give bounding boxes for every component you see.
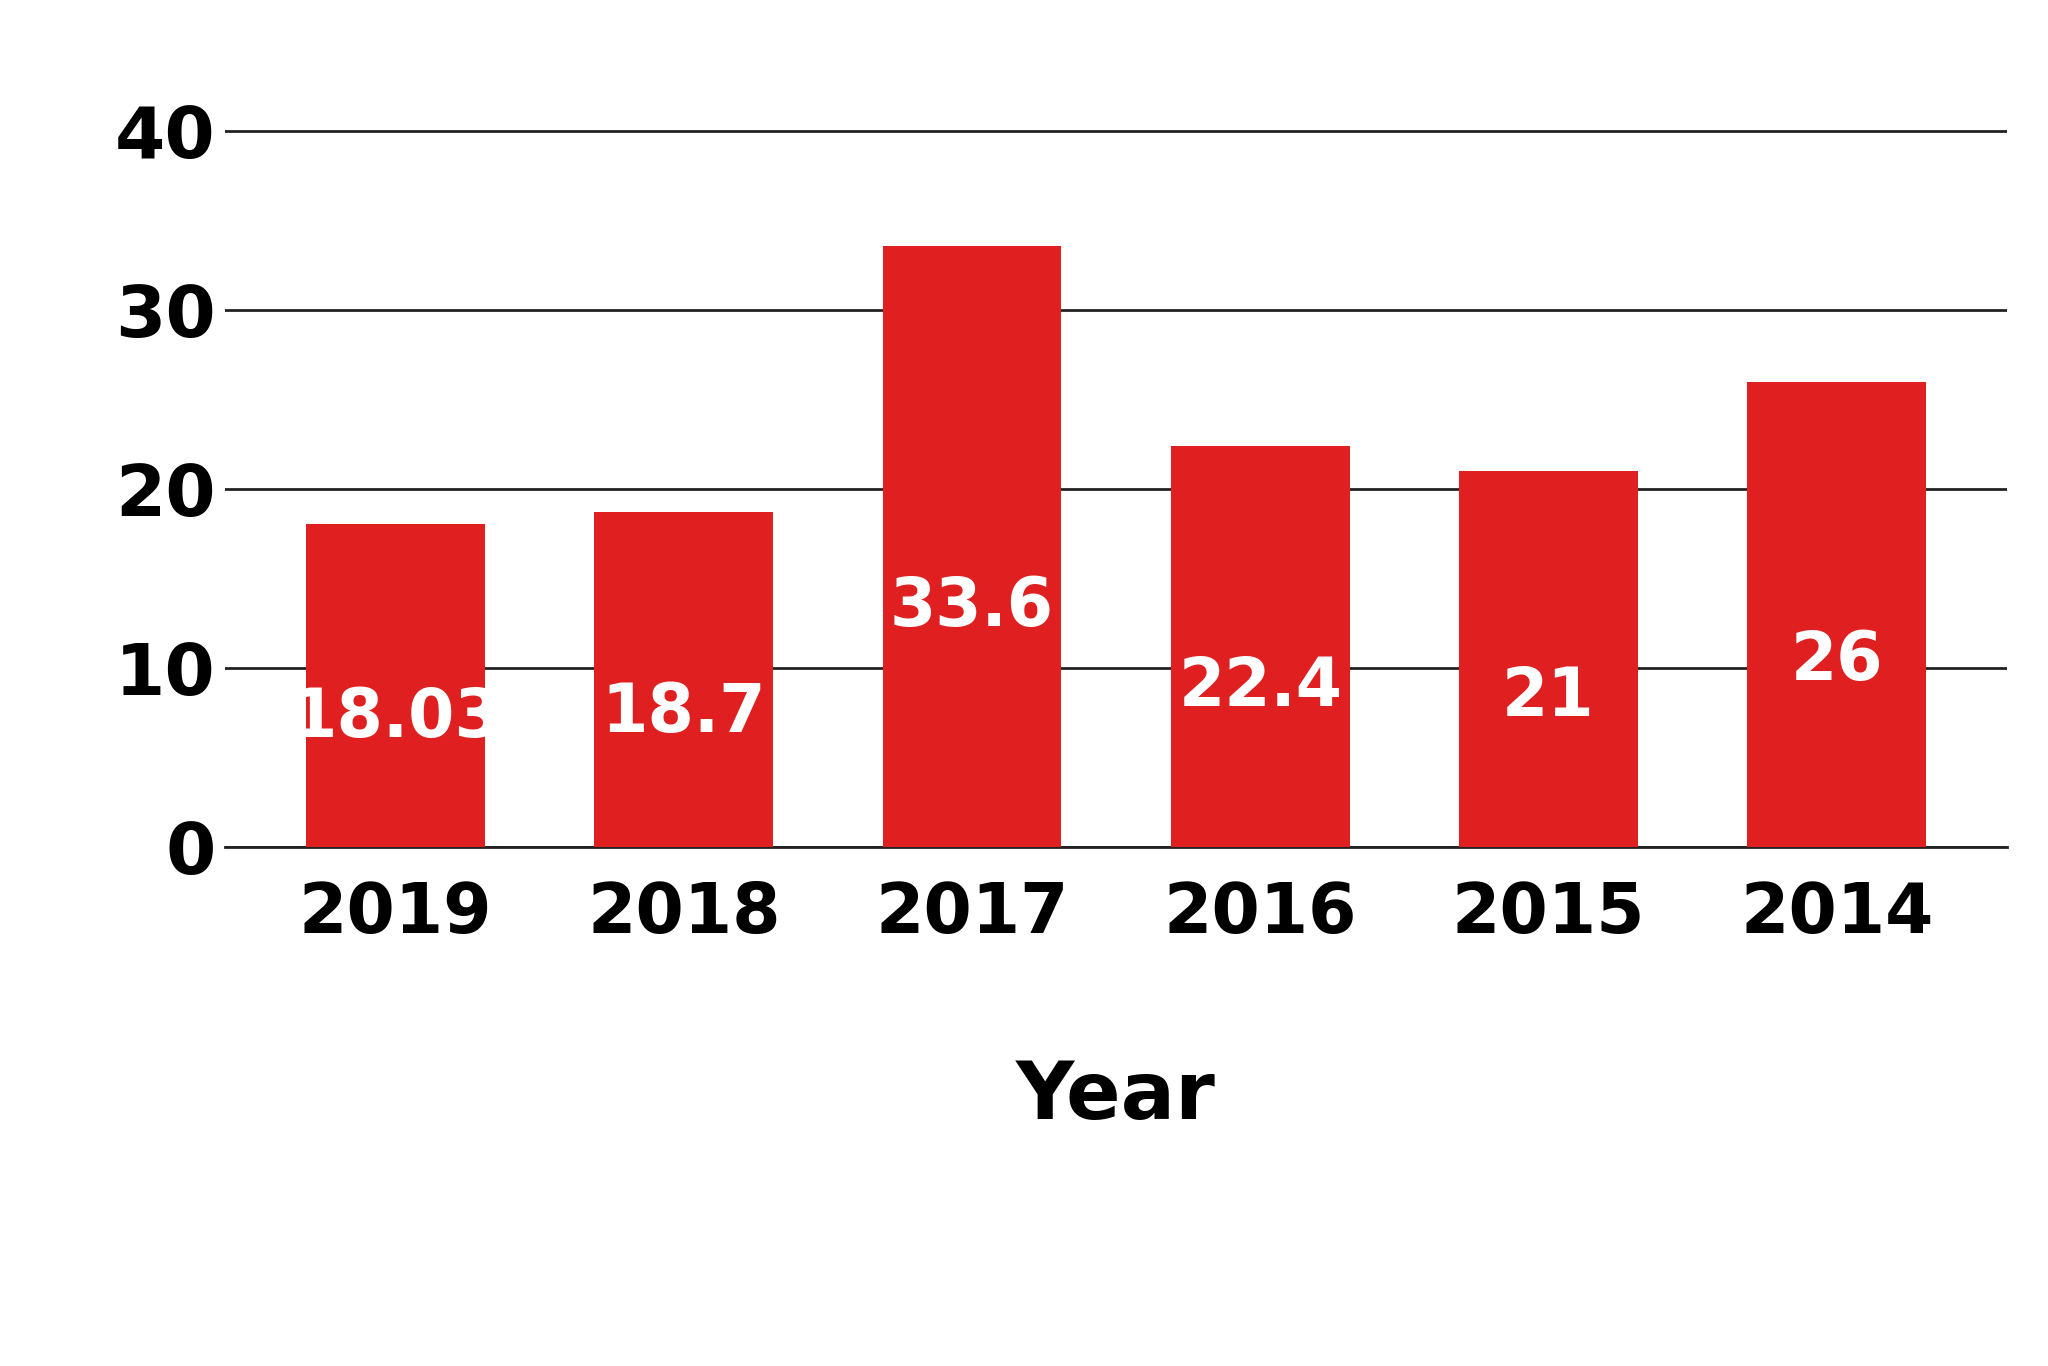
- Text: 26: 26: [1790, 628, 1882, 694]
- Bar: [594, 512, 774, 847]
- Bar: [1458, 471, 1638, 847]
- X-axis label: Year: Year: [1016, 1057, 1217, 1135]
- Bar: [1747, 382, 1925, 847]
- Text: 33.6: 33.6: [891, 574, 1055, 639]
- Bar: [307, 525, 485, 847]
- Text: 18.7: 18.7: [602, 680, 766, 746]
- Text: 21: 21: [1501, 664, 1595, 729]
- Bar: [1171, 447, 1350, 847]
- Text: 18.03: 18.03: [291, 684, 502, 751]
- Bar: [883, 246, 1061, 847]
- Text: 22.4: 22.4: [1178, 654, 1341, 720]
